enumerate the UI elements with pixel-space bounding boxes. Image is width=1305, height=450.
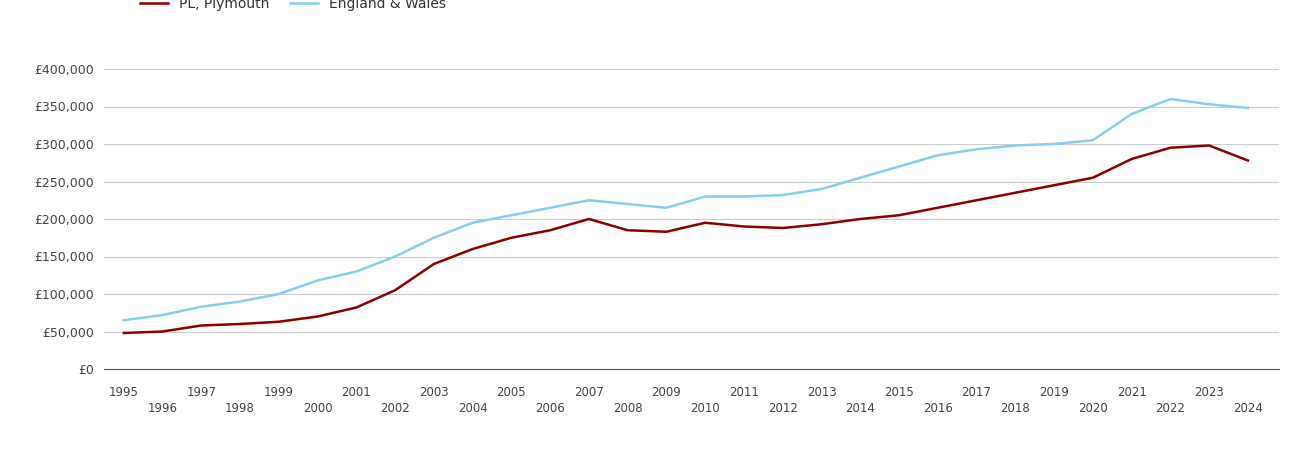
Text: 2008: 2008 <box>613 402 642 415</box>
England & Wales <box>116 318 132 323</box>
Text: 2024: 2024 <box>1233 402 1263 415</box>
England & Wales <box>736 194 752 199</box>
PL, Plymouth <box>620 228 636 233</box>
England & Wales <box>891 164 907 169</box>
Text: 2021: 2021 <box>1117 386 1147 399</box>
Text: 2000: 2000 <box>303 402 333 415</box>
PL, Plymouth <box>1084 175 1100 180</box>
PL, Plymouth <box>348 305 364 310</box>
England & Wales <box>620 201 636 207</box>
PL, Plymouth <box>1202 143 1218 148</box>
Text: 1995: 1995 <box>108 386 138 399</box>
Text: 2015: 2015 <box>885 386 914 399</box>
PL, Plymouth <box>968 198 984 203</box>
Text: 2022: 2022 <box>1155 402 1185 415</box>
England & Wales <box>1007 143 1023 148</box>
PL, Plymouth <box>309 314 325 319</box>
England & Wales <box>425 235 441 240</box>
England & Wales <box>348 269 364 274</box>
PL, Plymouth <box>930 205 946 211</box>
Text: 1999: 1999 <box>264 386 294 399</box>
England & Wales <box>543 205 559 211</box>
England & Wales <box>814 186 830 192</box>
England & Wales <box>465 220 480 225</box>
England & Wales <box>581 198 596 203</box>
England & Wales <box>193 304 209 310</box>
PL, Plymouth <box>232 321 248 327</box>
Text: 1996: 1996 <box>147 402 177 415</box>
PL, Plymouth <box>116 330 132 336</box>
Text: 2006: 2006 <box>535 402 565 415</box>
England & Wales <box>1202 102 1218 107</box>
Line: PL, Plymouth: PL, Plymouth <box>124 145 1248 333</box>
England & Wales <box>775 192 791 198</box>
Text: 2004: 2004 <box>458 402 488 415</box>
England & Wales <box>968 147 984 152</box>
Text: 2009: 2009 <box>651 386 681 399</box>
PL, Plymouth <box>155 329 171 334</box>
England & Wales <box>930 153 946 158</box>
England & Wales <box>852 175 868 180</box>
England & Wales <box>1084 138 1100 143</box>
Text: 2023: 2023 <box>1194 386 1224 399</box>
PL, Plymouth <box>814 221 830 227</box>
PL, Plymouth <box>891 212 907 218</box>
PL, Plymouth <box>697 220 713 225</box>
PL, Plymouth <box>271 319 287 324</box>
England & Wales <box>697 194 713 199</box>
England & Wales <box>309 278 325 283</box>
PL, Plymouth <box>543 228 559 233</box>
Text: 2001: 2001 <box>342 386 371 399</box>
PL, Plymouth <box>1047 183 1062 188</box>
Text: 2018: 2018 <box>1001 402 1030 415</box>
Text: 1997: 1997 <box>187 386 217 399</box>
Text: 2003: 2003 <box>419 386 449 399</box>
PL, Plymouth <box>736 224 752 229</box>
Text: 2020: 2020 <box>1078 402 1108 415</box>
Legend: PL, Plymouth, England & Wales: PL, Plymouth, England & Wales <box>134 0 452 17</box>
PL, Plymouth <box>193 323 209 328</box>
Text: 2013: 2013 <box>806 386 837 399</box>
England & Wales <box>388 254 403 259</box>
PL, Plymouth <box>775 225 791 231</box>
Text: 2012: 2012 <box>767 402 797 415</box>
England & Wales <box>1124 111 1139 117</box>
England & Wales <box>155 312 171 318</box>
PL, Plymouth <box>852 216 868 222</box>
England & Wales <box>1240 105 1255 111</box>
Text: 2017: 2017 <box>962 386 992 399</box>
England & Wales <box>232 299 248 304</box>
Text: 2002: 2002 <box>380 402 410 415</box>
PL, Plymouth <box>1240 158 1255 163</box>
Text: 2010: 2010 <box>690 402 720 415</box>
PL, Plymouth <box>465 246 480 252</box>
PL, Plymouth <box>581 216 596 222</box>
PL, Plymouth <box>425 261 441 267</box>
PL, Plymouth <box>1163 145 1178 150</box>
PL, Plymouth <box>388 288 403 293</box>
Text: 2007: 2007 <box>574 386 604 399</box>
Line: England & Wales: England & Wales <box>124 99 1248 320</box>
Text: 2011: 2011 <box>729 386 760 399</box>
England & Wales <box>1047 141 1062 147</box>
England & Wales <box>659 205 675 211</box>
PL, Plymouth <box>1007 190 1023 195</box>
PL, Plymouth <box>504 235 519 240</box>
Text: 2016: 2016 <box>923 402 953 415</box>
England & Wales <box>1163 96 1178 102</box>
Text: 2014: 2014 <box>846 402 876 415</box>
PL, Plymouth <box>1124 156 1139 162</box>
England & Wales <box>504 212 519 218</box>
England & Wales <box>271 291 287 297</box>
PL, Plymouth <box>659 229 675 234</box>
Text: 1998: 1998 <box>226 402 254 415</box>
Text: 2005: 2005 <box>497 386 526 399</box>
Text: 2019: 2019 <box>1039 386 1069 399</box>
